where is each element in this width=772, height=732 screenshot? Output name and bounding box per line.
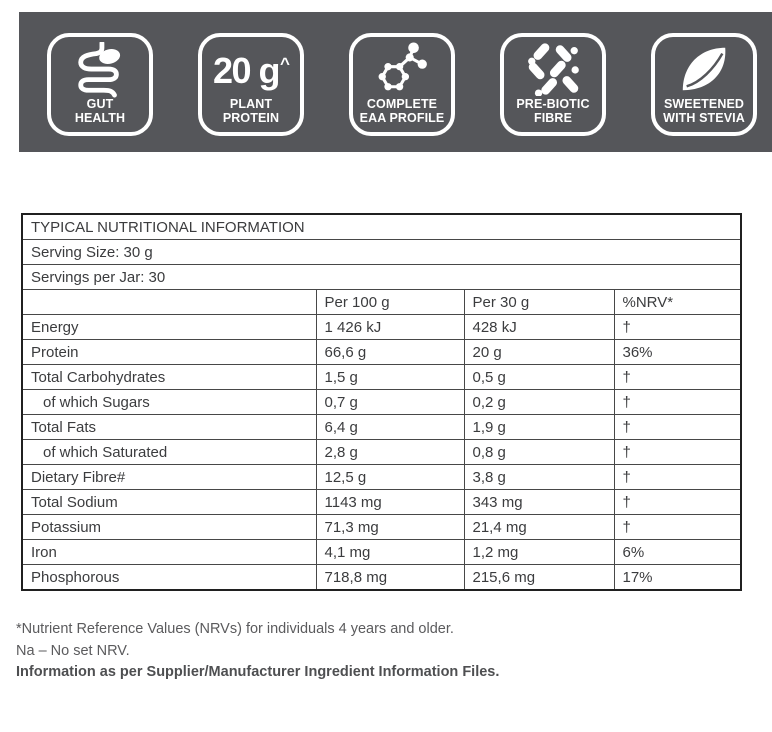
badge-label-line: FIBRE	[534, 110, 572, 125]
per100-cell: 1,5 g	[315, 364, 465, 390]
per30-cell: 20 g	[463, 339, 615, 365]
column-header: Per 30 g	[463, 289, 615, 315]
badge-label: COMPLETE EAA PROFILE	[353, 97, 451, 125]
table-row: Total Fats 6,4 g 1,9 g †	[21, 414, 742, 440]
molecule-icon	[353, 42, 451, 96]
nutrient-label-cell: Energy	[21, 314, 317, 340]
nrv-cell: †	[613, 364, 742, 390]
nutrient-label-cell: Protein	[21, 339, 317, 365]
per100-cell: 71,3 mg	[315, 514, 465, 540]
per30-cell: 0,5 g	[463, 364, 615, 390]
nrv-cell: †	[613, 464, 742, 490]
badge-prebiotic-fibre: PRE-BIOTIC FIBRE	[500, 33, 606, 136]
nutrient-label-cell: Total Sodium	[21, 489, 317, 515]
badge-eaa-profile: COMPLETE EAA PROFILE	[349, 33, 455, 136]
per30-cell: 1,9 g	[463, 414, 615, 440]
stevia-leaf-icon	[655, 42, 753, 96]
nrv-cell: 17%	[613, 564, 742, 591]
badge-label: PRE-BIOTIC FIBRE	[504, 97, 602, 125]
badge-plant-protein: 20 g^ PLANT PROTEIN	[198, 33, 304, 136]
badge-label-line: EAA PROFILE	[359, 110, 445, 125]
na-footnote: Na – No set NRV.	[16, 642, 130, 659]
nutrient-label-cell: Potassium	[21, 514, 317, 540]
serving-size: Serving Size: 30 g	[21, 239, 742, 265]
protein-amount-caret: ^	[280, 54, 290, 73]
per30-cell: 215,6 mg	[463, 564, 615, 591]
per30-cell: 21,4 mg	[463, 514, 615, 540]
servings-per-jar: Servings per Jar: 30	[21, 264, 742, 290]
nutrition-table: TYPICAL NUTRITIONAL INFORMATION Serving …	[21, 213, 743, 591]
badge-label: SWEETENED WITH STEVIA	[655, 97, 753, 125]
per100-cell: 1143 mg	[315, 489, 465, 515]
per30-cell: 343 mg	[463, 489, 615, 515]
protein-amount-value: 20 g	[213, 50, 281, 91]
table-row: Potassium 71,3 mg 21,4 mg †	[21, 514, 742, 540]
table-row: of which Saturated 2,8 g 0,8 g †	[21, 439, 742, 465]
table-row: Energy 1 426 kJ 428 kJ †	[21, 314, 742, 340]
badge-label-line: PRE-BIOTIC	[516, 97, 590, 111]
nrv-cell: 36%	[613, 339, 742, 365]
table-title: TYPICAL NUTRITIONAL INFORMATION	[21, 213, 742, 240]
nutrient-label-cell: Total Carbohydrates	[21, 364, 317, 390]
nrv-cell: †	[613, 414, 742, 440]
badge-label: GUT HEALTH	[51, 97, 149, 125]
table-row: Iron 4,1 mg 1,2 mg 6%	[21, 539, 742, 565]
table-row: Protein 66,6 g 20 g 36%	[21, 339, 742, 365]
nrv-cell: 6%	[613, 539, 742, 565]
footnotes: *Nutrient Reference Values (NRVs) for in…	[16, 619, 499, 684]
table-row: Total Carbohydrates 1,5 g 0,5 g †	[21, 364, 742, 390]
badge-stevia: SWEETENED WITH STEVIA	[651, 33, 757, 136]
column-header	[21, 289, 317, 315]
nutrient-label-cell: of which Saturated	[21, 439, 317, 465]
per30-cell: 0,8 g	[463, 439, 615, 465]
badge-label-line: GUT	[86, 97, 114, 111]
protein-amount-text: 20 g^	[202, 50, 300, 92]
feature-banner: GUT HEALTH 20 g^ PLANT PROTEIN	[19, 12, 772, 152]
nutrient-label-cell: Phosphorous	[21, 564, 317, 591]
table-row: Phosphorous 718,8 mg 215,6 mg 17%	[21, 564, 742, 591]
per100-cell: 12,5 g	[315, 464, 465, 490]
nrv-cell: †	[613, 439, 742, 465]
nrv-footnote: *Nutrient Reference Values (NRVs) for in…	[16, 621, 454, 637]
nutrient-label-cell: Dietary Fibre#	[21, 464, 317, 490]
nrv-cell: †	[613, 314, 742, 340]
per100-cell: 4,1 mg	[315, 539, 465, 565]
nutrient-label-cell: of which Sugars	[21, 389, 317, 415]
nutrient-label-cell: Total Fats	[21, 414, 317, 440]
badge-label: PLANT PROTEIN	[202, 97, 300, 125]
column-header: %NRV*	[613, 289, 742, 315]
badge-label-line: PLANT	[229, 97, 273, 111]
serving-size-row: Serving Size: 30 g	[21, 239, 742, 265]
badge-label-line: HEALTH	[74, 110, 126, 125]
nrv-cell: †	[613, 489, 742, 515]
per100-cell: 0,7 g	[315, 389, 465, 415]
per100-cell: 6,4 g	[315, 414, 465, 440]
nutrient-label-cell: Iron	[21, 539, 317, 565]
badge-label-line: PROTEIN	[222, 110, 280, 125]
column-header: Per 100 g	[315, 289, 465, 315]
per100-cell: 1 426 kJ	[315, 314, 465, 340]
nrv-cell: †	[613, 389, 742, 415]
per100-cell: 66,6 g	[315, 339, 465, 365]
badge-label-line: WITH STEVIA	[663, 110, 745, 125]
servings-per-jar-row: Servings per Jar: 30	[21, 264, 742, 290]
table-title-row: TYPICAL NUTRITIONAL INFORMATION	[21, 213, 742, 240]
badge-label-line: COMPLETE	[366, 97, 438, 111]
supplier-info-footnote: Information as per Supplier/Manufacturer…	[16, 664, 500, 680]
per30-cell: 0,2 g	[463, 389, 615, 415]
fibre-icon	[504, 42, 602, 96]
table-row: Dietary Fibre# 12,5 g 3,8 g †	[21, 464, 742, 490]
per30-cell: 428 kJ	[463, 314, 615, 340]
per100-cell: 718,8 mg	[315, 564, 465, 591]
badge-gut-health: GUT HEALTH	[47, 33, 153, 136]
table-row: of which Sugars 0,7 g 0,2 g †	[21, 389, 742, 415]
table-row: Total Sodium 1143 mg 343 mg †	[21, 489, 742, 515]
column-header-row: Per 100 g Per 30 g %NRV*	[21, 289, 742, 315]
nrv-cell: †	[613, 514, 742, 540]
gut-health-icon	[51, 42, 149, 98]
per100-cell: 2,8 g	[315, 439, 465, 465]
per30-cell: 1,2 mg	[463, 539, 615, 565]
per30-cell: 3,8 g	[463, 464, 615, 490]
badge-label-line: SWEETENED	[663, 97, 745, 111]
